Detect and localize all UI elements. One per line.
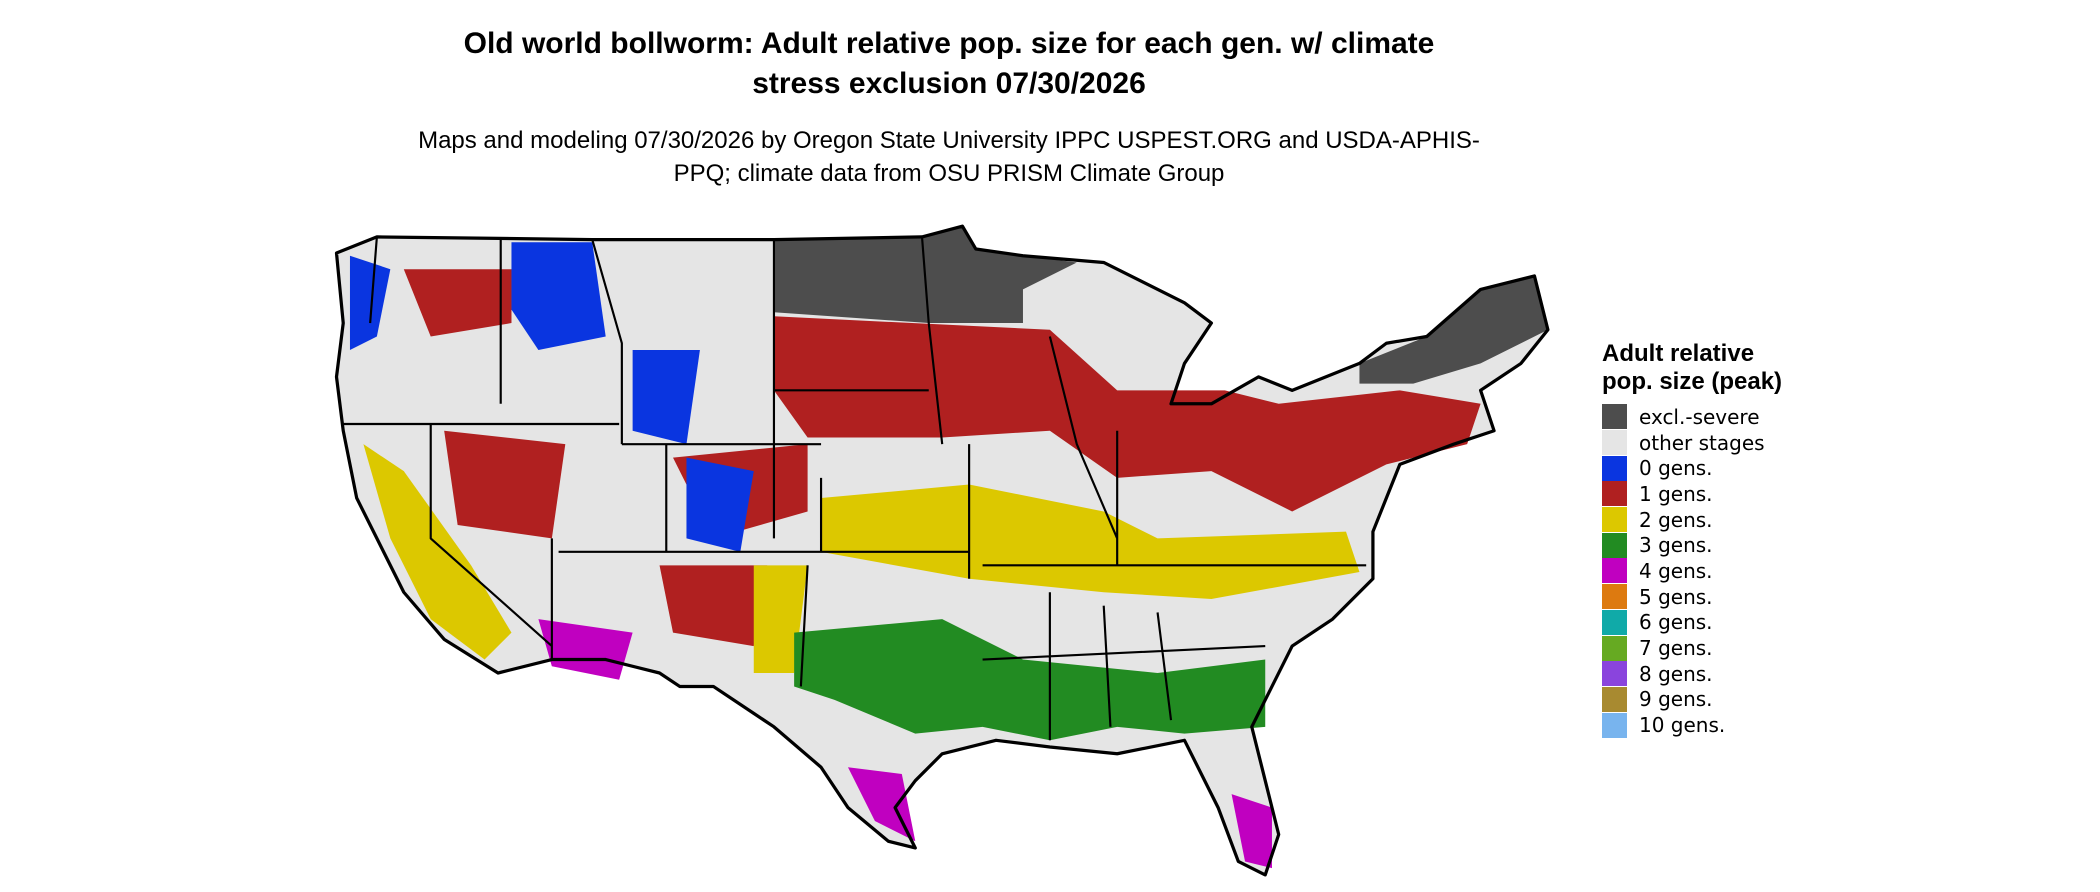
us-outline-stroke [334, 224, 1550, 877]
legend-item: 9 gens. [1602, 686, 1802, 713]
region [403, 269, 512, 337]
legend-item: 3 gens. [1602, 532, 1802, 558]
region [847, 767, 916, 842]
legend-swatch [1602, 507, 1627, 533]
legend-title: Adult relative pop. size (peak) [1602, 340, 1783, 395]
title: Old world bollworm: Adult relative pop. … [463, 27, 1435, 100]
subtitle: Maps and modeling 07/30/2026 by Oregon S… [418, 127, 1480, 187]
legend-swatch [1602, 532, 1627, 558]
region [659, 565, 768, 647]
legend-swatch [1602, 558, 1627, 584]
legend-label: 0 gens. [1639, 456, 1713, 481]
region [538, 619, 633, 680]
legend-swatch [1602, 635, 1627, 661]
legend-swatch [1602, 455, 1627, 481]
legend-item: 10 gens. [1602, 712, 1802, 738]
region [363, 444, 512, 660]
legend-label: 4 gens. [1639, 558, 1713, 583]
legend-swatch [1602, 404, 1627, 430]
legend-swatch [1602, 584, 1627, 610]
region [773, 316, 1481, 512]
legend-swatch [1602, 609, 1627, 635]
legend-label: 9 gens. [1639, 687, 1713, 712]
legend-item: 1 gens. [1602, 481, 1802, 507]
legend-item: other stages [1602, 430, 1802, 456]
legend-swatch [1602, 712, 1627, 738]
legend-label: 1 gens. [1639, 481, 1713, 506]
legend-label: 5 gens. [1639, 584, 1713, 609]
legend-item: 2 gens. [1602, 507, 1802, 533]
legend-item: 0 gens. [1602, 455, 1802, 481]
legend-label: 10 gens. [1639, 713, 1726, 738]
legend-label: 7 gens. [1639, 636, 1713, 661]
legend-label: 8 gens. [1639, 661, 1713, 686]
region [349, 255, 391, 350]
legend-items: excl.-severe other stages 0 gens. 1 gens. 2 … [1602, 404, 1802, 738]
legend-item: 7 gens. [1602, 635, 1802, 661]
legend-swatch [1602, 430, 1627, 456]
legend-label: excl.-severe [1639, 404, 1760, 429]
region [794, 619, 1266, 741]
legend-item: 8 gens. [1602, 661, 1802, 687]
legend-item: 5 gens. [1602, 584, 1802, 610]
legend-swatch [1602, 481, 1627, 507]
legend-label: 2 gens. [1639, 507, 1713, 532]
region [444, 430, 566, 539]
region [686, 457, 754, 552]
legend-label: other stages [1639, 430, 1765, 455]
legend-swatch [1602, 686, 1627, 712]
region [1231, 794, 1272, 869]
legend: Adult relative pop. size (peak) excl.-se… [1602, 340, 1802, 738]
region [821, 484, 1360, 599]
region [1359, 275, 1548, 384]
state-borders [343, 236, 1367, 741]
legend-item: 4 gens. [1602, 558, 1802, 584]
legend-label: 3 gens. [1639, 533, 1713, 558]
legend-label: 6 gens. [1639, 610, 1713, 635]
region [511, 242, 606, 350]
legend-swatch [1602, 661, 1627, 687]
region [632, 349, 700, 445]
legend-item: 6 gens. [1602, 609, 1802, 636]
legend-item: excl.-severe [1602, 404, 1802, 430]
